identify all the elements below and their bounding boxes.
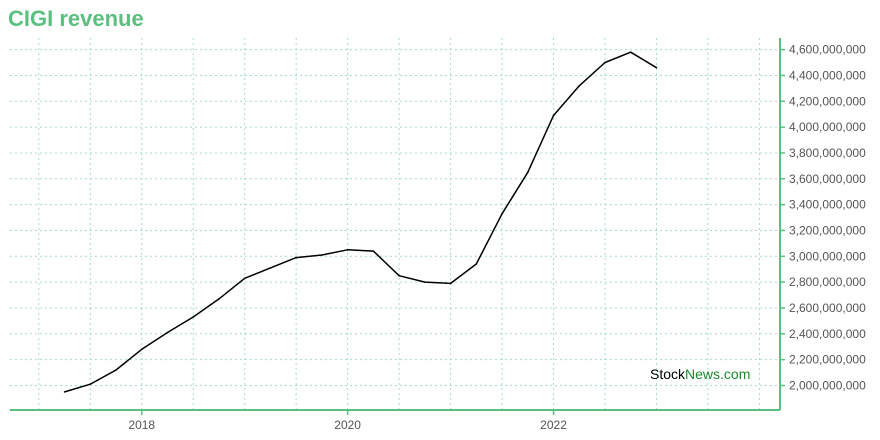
revenue-data-point xyxy=(424,281,426,283)
watermark-com: .com xyxy=(720,366,750,382)
revenue-data-point xyxy=(552,114,555,117)
x-tick-label: 2022 xyxy=(540,418,567,432)
revenue-data-point xyxy=(269,267,272,269)
revenue-data-point xyxy=(578,84,581,87)
revenue-data-point xyxy=(243,277,246,280)
y-tick-label: 3,800,000,000 xyxy=(789,146,866,160)
y-tick-label: 2,000,000,000 xyxy=(789,378,866,392)
y-tick-label: 2,200,000,000 xyxy=(789,353,866,367)
y-tick-label: 4,200,000,000 xyxy=(789,94,866,108)
y-tick-label: 4,000,000,000 xyxy=(789,120,866,134)
gridlines xyxy=(10,38,780,410)
revenue-data-point xyxy=(655,66,658,69)
revenue-data-point xyxy=(140,348,143,351)
plot-background xyxy=(10,38,780,410)
x-tick-label: 2018 xyxy=(128,418,155,432)
x-axis-ticks: 2018 2020 2022 xyxy=(128,410,567,432)
revenue-data-point xyxy=(63,391,66,393)
revenue-data-point xyxy=(166,331,169,334)
revenue-data-point xyxy=(475,263,478,265)
stocknews-watermark: StockNews.com xyxy=(650,366,750,382)
revenue-data-point xyxy=(192,316,195,318)
y-tick-label: 3,200,000,000 xyxy=(789,223,866,237)
y-axis-ticks: 2,000,000,000 2,200,000,000 2,400,000,000 2… xyxy=(780,43,866,392)
revenue-data-point xyxy=(372,250,375,252)
y-tick-label: 2,600,000,000 xyxy=(789,301,866,315)
revenue-data-point xyxy=(346,249,349,251)
y-tick-label: 3,400,000,000 xyxy=(789,198,866,212)
chart-title: CIGI revenue xyxy=(8,6,144,31)
revenue-data-point xyxy=(449,282,452,285)
watermark-stock: Stock xyxy=(650,366,686,382)
revenue-data-point xyxy=(604,61,606,64)
revenue-data-point xyxy=(321,254,323,256)
revenue-data-point xyxy=(501,212,503,215)
revenue-data-point xyxy=(526,171,529,174)
y-tick-label: 2,400,000,000 xyxy=(789,327,866,341)
watermark-news: News xyxy=(685,366,720,382)
y-tick-label: 4,600,000,000 xyxy=(789,43,866,57)
series-layer xyxy=(63,51,658,393)
revenue-data-point xyxy=(295,256,297,259)
revenue-data-point xyxy=(629,51,632,54)
revenue-data-point xyxy=(398,274,400,277)
x-tick-label: 2020 xyxy=(334,418,361,432)
revenue-data-point xyxy=(218,298,220,300)
y-tick-label: 3,600,000,000 xyxy=(789,172,866,186)
revenue-series-line xyxy=(64,51,657,393)
revenue-data-point xyxy=(89,383,92,385)
revenue-data-point xyxy=(115,369,117,371)
y-tick-label: 3,000,000,000 xyxy=(789,249,866,263)
y-tick-label: 2,800,000,000 xyxy=(789,275,866,289)
y-tick-label: 4,400,000,000 xyxy=(789,68,866,82)
